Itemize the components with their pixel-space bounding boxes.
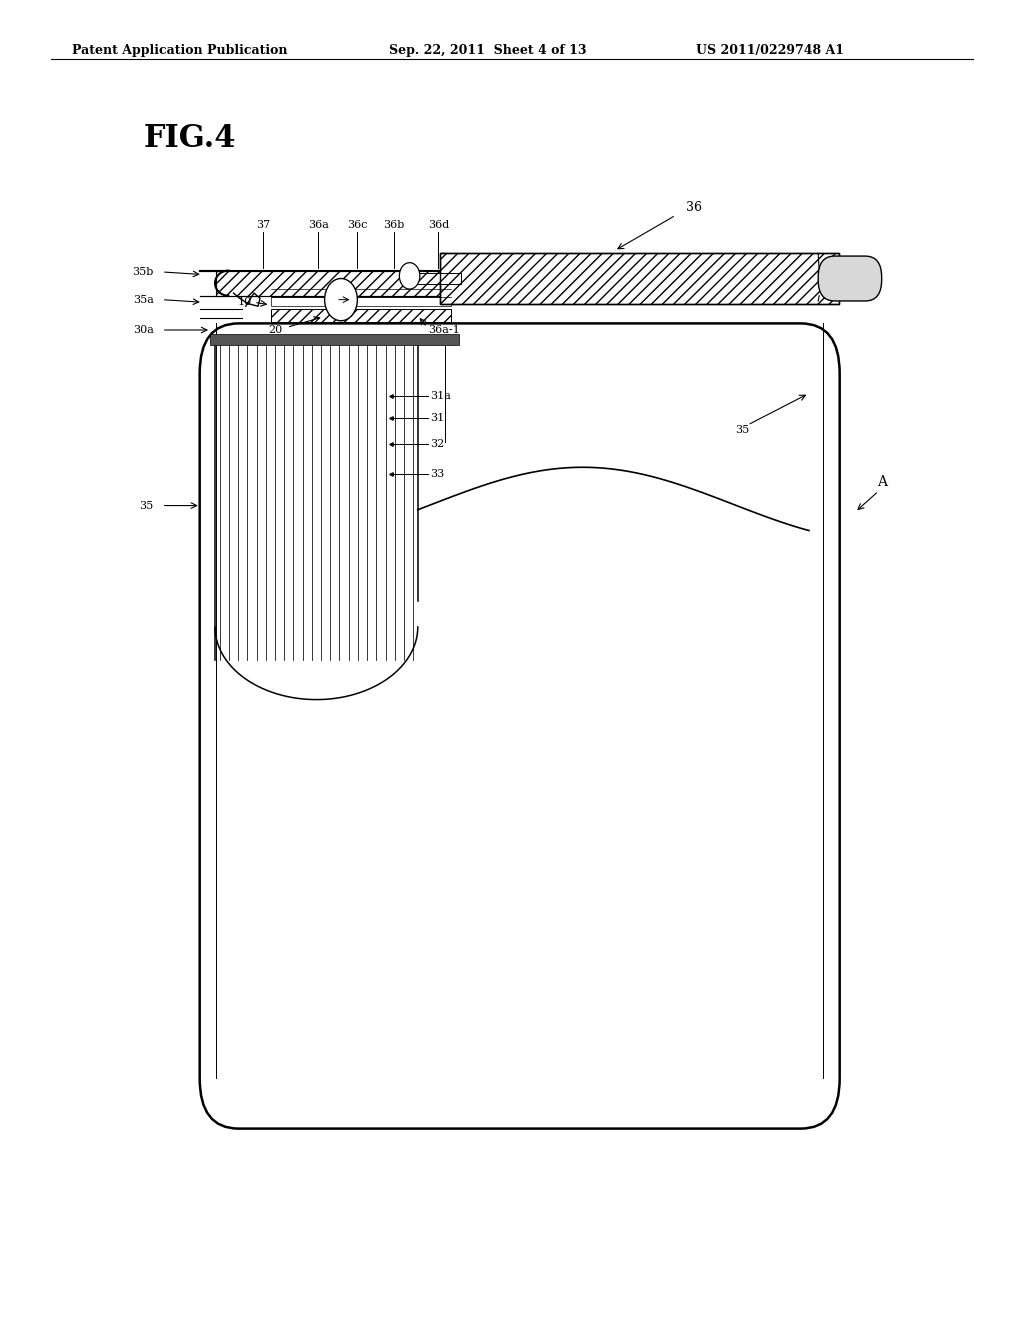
Text: A: A — [878, 475, 888, 488]
Bar — [216, 271, 819, 296]
Text: 37: 37 — [256, 219, 270, 230]
FancyBboxPatch shape — [200, 323, 840, 1129]
Bar — [271, 309, 451, 322]
Circle shape — [399, 263, 420, 289]
Text: 36c: 36c — [347, 219, 368, 230]
Text: 33: 33 — [430, 469, 444, 479]
Text: 36a-1: 36a-1 — [428, 325, 460, 335]
Bar — [440, 253, 839, 304]
Text: 35b: 35b — [132, 267, 154, 277]
Text: 36: 36 — [686, 201, 702, 214]
Bar — [216, 271, 819, 296]
Bar — [440, 253, 839, 304]
Text: 30a: 30a — [133, 325, 154, 335]
Bar — [404, 273, 461, 284]
Text: 31: 31 — [430, 413, 444, 424]
Bar — [271, 297, 451, 306]
Bar — [271, 309, 451, 322]
Text: Sep. 22, 2011  Sheet 4 of 13: Sep. 22, 2011 Sheet 4 of 13 — [389, 44, 587, 57]
Text: 31a: 31a — [430, 391, 451, 401]
Text: 35: 35 — [139, 500, 154, 511]
Bar — [440, 253, 839, 304]
Text: 10: 10 — [238, 297, 252, 308]
FancyBboxPatch shape — [818, 256, 882, 301]
Text: US 2011/0229748 A1: US 2011/0229748 A1 — [696, 44, 845, 57]
Bar — [404, 273, 461, 284]
Text: FIG.4: FIG.4 — [143, 123, 236, 154]
Text: Patent Application Publication: Patent Application Publication — [72, 44, 287, 57]
Circle shape — [325, 279, 357, 321]
Text: 32: 32 — [430, 438, 444, 449]
Text: 35: 35 — [735, 425, 750, 436]
Text: 36a: 36a — [308, 219, 329, 230]
Text: 35a: 35a — [133, 294, 154, 305]
Bar — [216, 271, 819, 296]
Text: 20: 20 — [268, 325, 283, 335]
Text: 36b: 36b — [384, 219, 404, 230]
Bar — [210, 334, 459, 345]
Text: 36d: 36d — [428, 219, 449, 230]
